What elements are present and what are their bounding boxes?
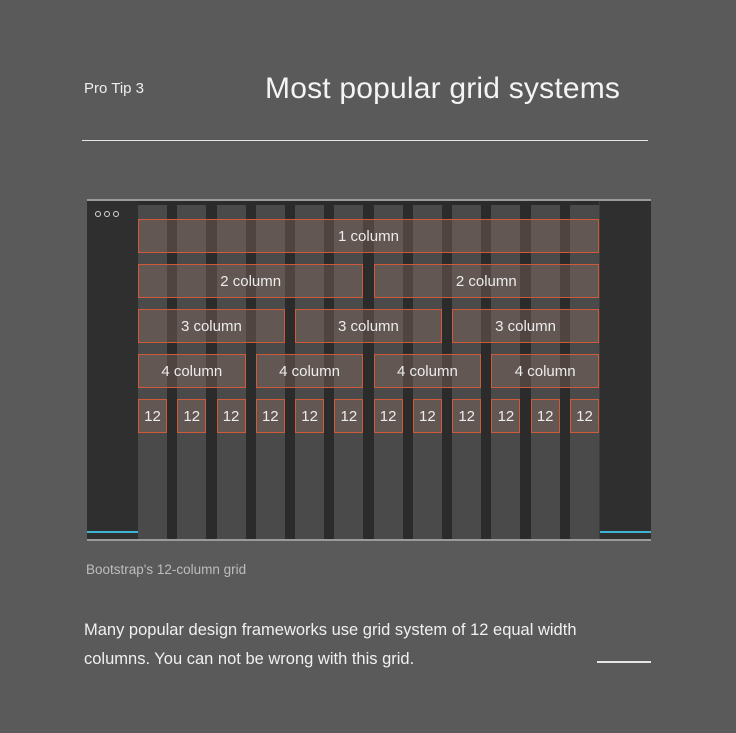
grid-span-12-box: 12 (452, 399, 482, 433)
pro-tip-label: Pro Tip 3 (84, 80, 145, 97)
grid-span-12-box: 12 (255, 399, 285, 433)
grid-span-2-box: 2 column (373, 264, 599, 298)
grid-span-3-box: 3 column (138, 309, 285, 343)
grid-column (569, 205, 599, 539)
grid-span-12-box: 12 (295, 399, 325, 433)
grid-content-area: 1 column 2 column 2 column 3 column 3 column… (138, 201, 599, 539)
grid-span-12-box: 12 (334, 399, 364, 433)
grid-span-4-box: 4 column (373, 354, 482, 388)
grid-span-3-box: 3 column (295, 309, 442, 343)
grid-column (491, 205, 521, 539)
grid-column (452, 205, 482, 539)
left-margin-highlight (87, 531, 138, 533)
grid-span-12-box: 12 (412, 399, 442, 433)
grid-span-12-box: 12 (569, 399, 599, 433)
grid-column (373, 205, 403, 539)
grid-column (295, 205, 325, 539)
grid-span-12-box: 12 (216, 399, 246, 433)
grid-span-12-box: 12 (138, 399, 167, 433)
end-divider (597, 661, 651, 663)
grid-span-4-box: 4 column (138, 354, 246, 388)
grid-span-1-box: 1 column (138, 219, 599, 253)
window-dots-icon (95, 211, 119, 217)
grid-span-4-box: 4 column (491, 354, 599, 388)
grid-span-12-box: 12 (177, 399, 207, 433)
grid-span-3-box: 3 column (452, 309, 599, 343)
figure-caption: Bootstrap's 12-column grid (86, 562, 247, 577)
description-text: Many popular design frameworks use grid … (84, 621, 577, 668)
page-title: Most popular grid systems (265, 72, 621, 105)
left-margin (87, 201, 138, 539)
grid-column (334, 205, 364, 539)
grid-span-4-box: 4 column (255, 354, 364, 388)
grid-column (138, 205, 167, 539)
grid-column (177, 205, 207, 539)
grid-column (255, 205, 285, 539)
grid-span-12-box: 12 (373, 399, 403, 433)
grid-span-2-box: 2 column (138, 264, 364, 298)
grid-column (530, 205, 560, 539)
grid-span-12-box: 12 (491, 399, 521, 433)
right-margin-highlight (600, 531, 651, 533)
grid-span-12-box: 12 (530, 399, 560, 433)
title-divider (82, 140, 648, 141)
grid-column (216, 205, 246, 539)
grid-illustration: 1 column 2 column 2 column 3 column 3 column… (87, 199, 651, 541)
right-margin (600, 201, 651, 539)
grid-column (412, 205, 442, 539)
